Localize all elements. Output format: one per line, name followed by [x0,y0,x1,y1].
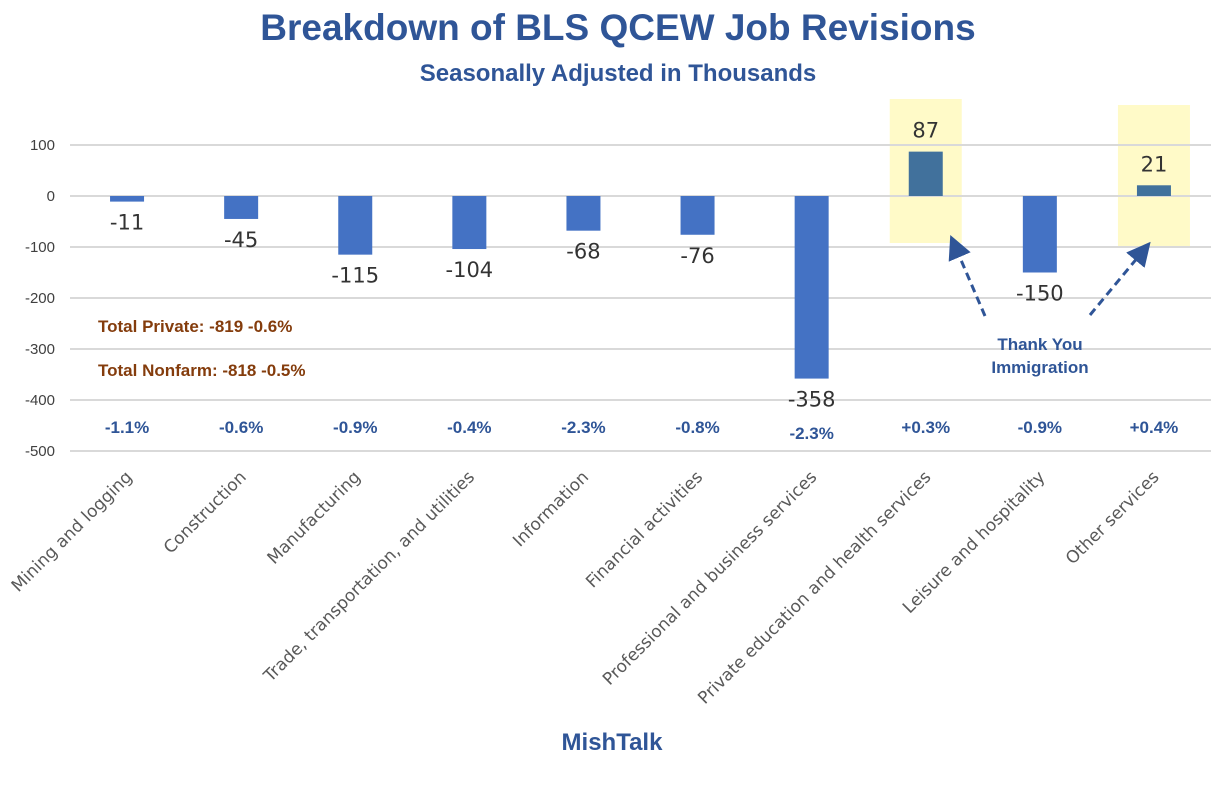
data-label: -76 [680,244,714,268]
data-label: -358 [788,388,836,412]
percent-label: -0.9% [333,418,377,437]
bar [452,196,487,250]
percent-label: +0.3% [901,418,950,437]
percent-label: -0.4% [447,418,491,437]
category-label: Professional and business services [599,467,821,689]
y-tick-label: 0 [47,188,55,205]
bar [1022,196,1057,273]
data-label: -150 [1016,282,1064,306]
callout-line1: Thank You [997,335,1082,354]
data-label: -115 [331,264,379,288]
bar [110,196,145,202]
percent-label: -0.6% [219,418,263,437]
percent-label: -2.3% [561,418,605,437]
percent-label: +0.4% [1130,418,1179,437]
data-label: -68 [566,240,600,264]
chart-subtitle: Seasonally Adjusted in Thousands [420,60,817,87]
data-label: 87 [912,119,939,143]
bar [566,196,601,231]
bar [908,151,943,196]
percent-label: -0.9% [1018,418,1062,437]
callout-arrow-left [948,234,987,317]
data-label: -11 [110,211,144,235]
category-label: Information [509,467,593,551]
total-private-annotation: Total Private: -819 -0.6% [98,317,292,336]
source-label: MishTalk [562,729,664,756]
callout-arrow-right [1088,241,1151,316]
category-label: Private education and health services [694,467,935,708]
bar [224,196,259,219]
highlight-box [1117,105,1190,246]
data-label: 21 [1141,152,1168,176]
data-label: -45 [224,228,258,252]
y-tick-label: -300 [25,341,55,358]
bar [1136,185,1171,196]
y-tick-label: -400 [25,392,55,409]
y-tick-label: -200 [25,290,55,307]
percent-label: -0.8% [675,418,719,437]
y-tick-label: -100 [25,239,55,256]
category-label: Construction [160,467,251,558]
bar [680,196,715,235]
bar [794,196,829,379]
total-nonfarm-annotation: Total Nonfarm: -818 -0.5% [98,361,306,380]
category-label: Manufacturing [264,467,365,568]
category-label: Financial activities [582,467,707,592]
category-label: Mining and logging [8,467,137,596]
category-label: Other services [1062,467,1164,569]
y-tick-label: 100 [30,137,55,154]
percent-label: -1.1% [105,418,149,437]
percent-label: -2.3% [789,424,833,443]
y-tick-label: -500 [25,443,55,460]
data-label: -104 [446,258,494,282]
bar [338,196,373,255]
category-label: Trade, transportation, and utilities [259,467,479,687]
chart-title: Breakdown of BLS QCEW Job Revisions [260,7,975,48]
callout-line2: Immigration [991,358,1088,377]
